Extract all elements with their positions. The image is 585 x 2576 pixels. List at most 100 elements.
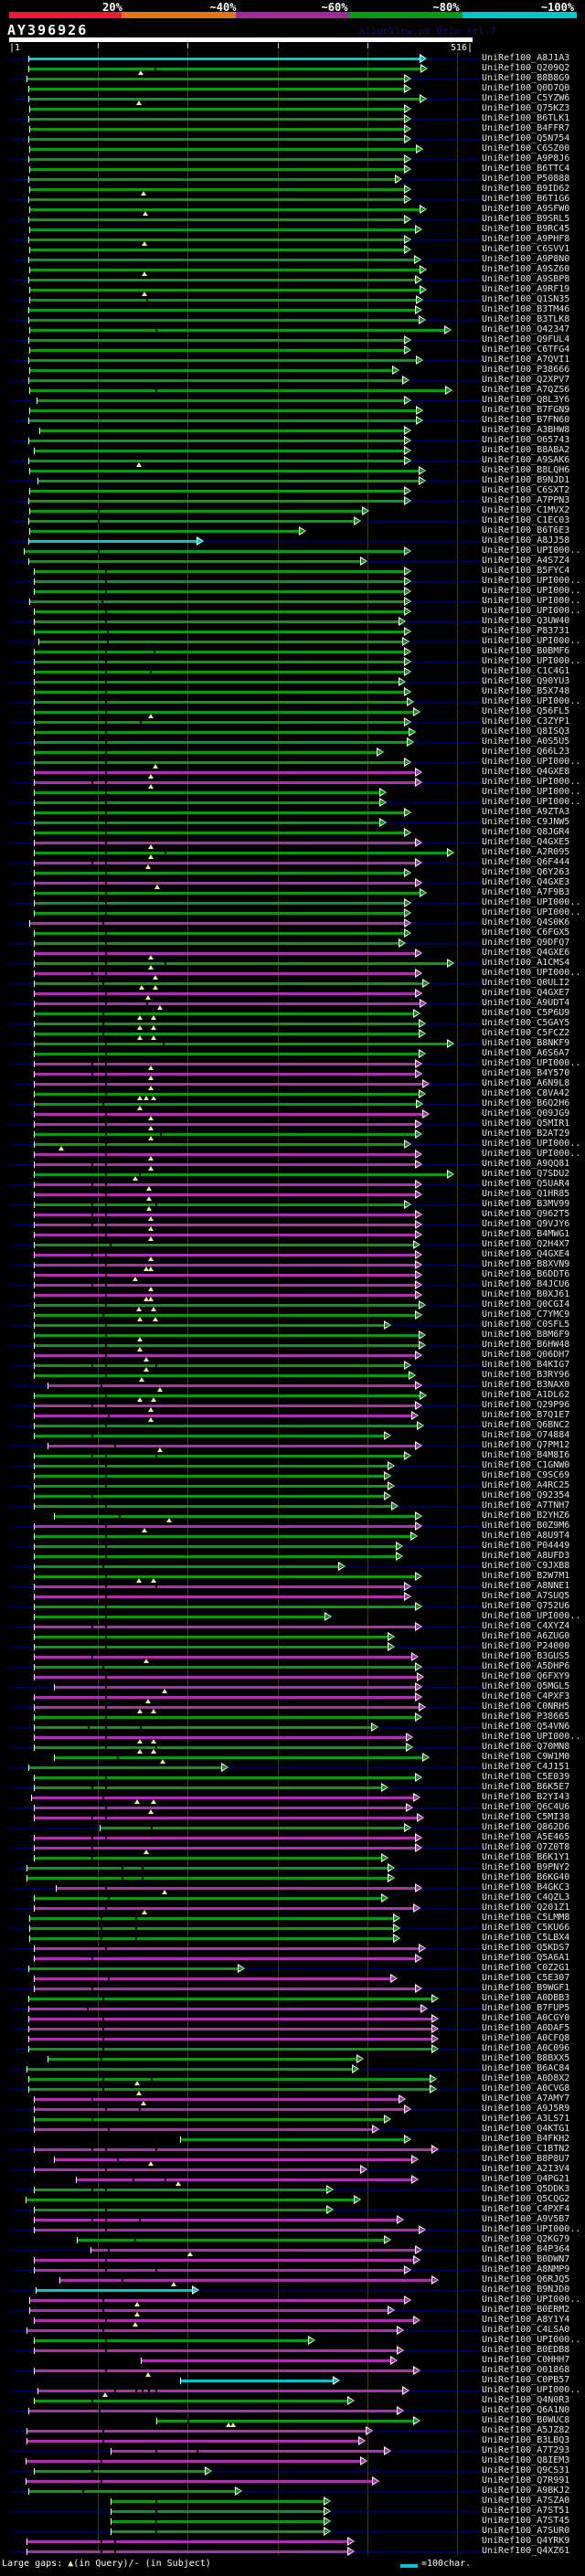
- alignment-bar[interactable]: [35, 1465, 389, 1468]
- alignment-bar[interactable]: [35, 1163, 417, 1166]
- alignment-bar[interactable]: [29, 2008, 422, 2010]
- alignment-bar[interactable]: [35, 2319, 415, 2322]
- subject-label[interactable]: UniRef100_A7QZS6: [482, 385, 570, 395]
- alignment-bar[interactable]: [35, 1565, 340, 1568]
- alignment-bar[interactable]: [29, 58, 421, 60]
- subject-label[interactable]: UniRef100_A6S6A7: [482, 1048, 570, 1058]
- subject-label[interactable]: UniRef100_Q962T5: [482, 1209, 570, 1219]
- alignment-bar[interactable]: [29, 2088, 431, 2091]
- subject-label[interactable]: UniRef100_B3NAX0: [482, 1380, 570, 1390]
- subject-label[interactable]: UniRef100_A7AMY7: [482, 2094, 570, 2104]
- subject-label[interactable]: UniRef100_B5X748: [482, 686, 570, 696]
- alignment-bar[interactable]: [35, 1334, 420, 1337]
- subject-label[interactable]: UniRef100_A7QVI1: [482, 355, 570, 365]
- alignment-bar[interactable]: [35, 1776, 417, 1779]
- subject-label[interactable]: UniRef100_C5FCZ2: [482, 1028, 570, 1038]
- alignment-bar[interactable]: [35, 1525, 417, 1528]
- subject-label[interactable]: UniRef100_A0CFQ8: [482, 2033, 570, 2043]
- alignment-bar[interactable]: [29, 520, 356, 523]
- alignment-bar[interactable]: [35, 2470, 207, 2473]
- alignment-bar[interactable]: [35, 1957, 417, 1960]
- alignment-bar[interactable]: [78, 2239, 386, 2242]
- subject-label[interactable]: UniRef100_Q4S0K6: [482, 917, 570, 928]
- alignment-bar[interactable]: [29, 2490, 237, 2493]
- subject-label[interactable]: UniRef100_Q56FL5: [482, 706, 570, 716]
- subject-label[interactable]: UniRef100_C4XYZ4: [482, 1621, 570, 1631]
- subject-label[interactable]: UniRef100_C5GAY5: [482, 1018, 570, 1028]
- alignment-bar[interactable]: [35, 631, 406, 633]
- subject-label[interactable]: UniRef100_Q2H4X7: [482, 1239, 570, 1249]
- subject-label[interactable]: UniRef100_Q9VJY6: [482, 1219, 570, 1229]
- subject-label[interactable]: UniRef100_A9ZTA3: [482, 807, 570, 817]
- subject-label[interactable]: UniRef100_B2YHZ6: [482, 1511, 570, 1521]
- alignment-bar[interactable]: [35, 1485, 389, 1488]
- alignment-bar[interactable]: [35, 731, 410, 734]
- alignment-bar[interactable]: [35, 1595, 406, 1598]
- alignment-bar[interactable]: [35, 992, 417, 995]
- subject-label[interactable]: UniRef100_B6T6E3: [482, 525, 570, 535]
- subject-label[interactable]: UniRef100_A0DBB3: [482, 1993, 570, 2003]
- alignment-bar[interactable]: [29, 2038, 433, 2041]
- alignment-bar[interactable]: [35, 1344, 420, 1347]
- subject-label[interactable]: UniRef100_UPI000..: [482, 1058, 581, 1068]
- subject-label[interactable]: UniRef100_Q29P96: [482, 1400, 570, 1410]
- subject-label[interactable]: UniRef100_C5LMM8: [482, 1913, 570, 1923]
- alignment-bar[interactable]: [29, 379, 404, 382]
- alignment-bar[interactable]: [30, 530, 301, 533]
- alignment-bar[interactable]: [35, 610, 406, 613]
- subject-label[interactable]: UniRef100_A8U9T4: [482, 1531, 570, 1541]
- alignment-bar[interactable]: [30, 369, 394, 372]
- alignment-bar[interactable]: [35, 1786, 383, 1789]
- alignment-bar[interactable]: [35, 2118, 386, 2121]
- subject-label[interactable]: UniRef100_C6SZ00: [482, 143, 570, 154]
- subject-label[interactable]: UniRef100_Q7R991: [482, 2475, 570, 2486]
- subject-label[interactable]: UniRef100_B8B8G9: [482, 73, 570, 83]
- subject-label[interactable]: UniRef100_B7FGN9: [482, 405, 570, 415]
- alignment-bar[interactable]: [35, 1073, 417, 1076]
- alignment-bar[interactable]: [35, 1555, 398, 1558]
- subject-label[interactable]: UniRef100_Q8IEM3: [482, 2455, 570, 2465]
- alignment-bar[interactable]: [29, 419, 418, 422]
- subject-label[interactable]: UniRef100_B3GUS5: [482, 1651, 570, 1661]
- subject-label[interactable]: UniRef100_A8Y1Y4: [482, 2315, 570, 2325]
- alignment-bar[interactable]: [35, 1244, 415, 1246]
- subject-label[interactable]: UniRef100_B4P364: [482, 2244, 570, 2254]
- alignment-bar[interactable]: [35, 1435, 386, 1437]
- subject-label[interactable]: UniRef100_Q5UAR4: [482, 1179, 570, 1189]
- alignment-bar[interactable]: [35, 701, 409, 704]
- alignment-bar[interactable]: [35, 842, 417, 844]
- alignment-bar[interactable]: [30, 389, 447, 392]
- alignment-bar[interactable]: [35, 1726, 373, 1729]
- subject-label[interactable]: UniRef100_UPI000..: [482, 656, 581, 666]
- subject-label[interactable]: UniRef100_A7F9B3: [482, 887, 570, 897]
- subject-label[interactable]: UniRef100_A5DHP6: [482, 1661, 570, 1671]
- alignment-bar[interactable]: [35, 2269, 406, 2272]
- alignment-bar[interactable]: [35, 2349, 399, 2352]
- subject-label[interactable]: UniRef100_B9SRL5: [482, 214, 570, 224]
- alignment-bar[interactable]: [55, 1686, 417, 1689]
- subject-label[interactable]: UniRef100_UPI000..: [482, 2224, 581, 2234]
- subject-label[interactable]: UniRef100_B9RC45: [482, 224, 570, 234]
- subject-label[interactable]: UniRef100_A4RC25: [482, 1480, 570, 1490]
- alignment-bar[interactable]: [29, 319, 420, 322]
- alignment-bar[interactable]: [35, 1063, 417, 1065]
- subject-label[interactable]: UniRef100_A9J5R9: [482, 2104, 570, 2114]
- alignment-bar[interactable]: [27, 1867, 389, 1870]
- alignment-bar[interactable]: [60, 2279, 433, 2282]
- alignment-bar[interactable]: [35, 1234, 417, 1236]
- alignment-bar[interactable]: [35, 1254, 417, 1256]
- subject-label[interactable]: UniRef100_O74884: [482, 1430, 570, 1440]
- subject-label[interactable]: UniRef100_C1GNW0: [482, 1460, 570, 1470]
- alignment-bar[interactable]: [35, 620, 400, 623]
- alignment-bar[interactable]: [29, 339, 406, 342]
- alignment-bar[interactable]: [29, 440, 406, 442]
- alignment-bar[interactable]: [30, 470, 420, 472]
- subject-label[interactable]: UniRef100_B4FFR7: [482, 123, 570, 133]
- subject-label[interactable]: UniRef100_Q3UW40: [482, 616, 570, 626]
- subject-label[interactable]: UniRef100_B6DDT6: [482, 1269, 570, 1279]
- subject-label[interactable]: UniRef100_Q1SN35: [482, 294, 570, 304]
- alignment-bar[interactable]: [37, 399, 406, 402]
- subject-label[interactable]: UniRef100_Q9DFQ7: [482, 938, 570, 948]
- alignment-bar[interactable]: [29, 2078, 431, 2081]
- subject-label[interactable]: UniRef100_UPI000..: [482, 1611, 581, 1621]
